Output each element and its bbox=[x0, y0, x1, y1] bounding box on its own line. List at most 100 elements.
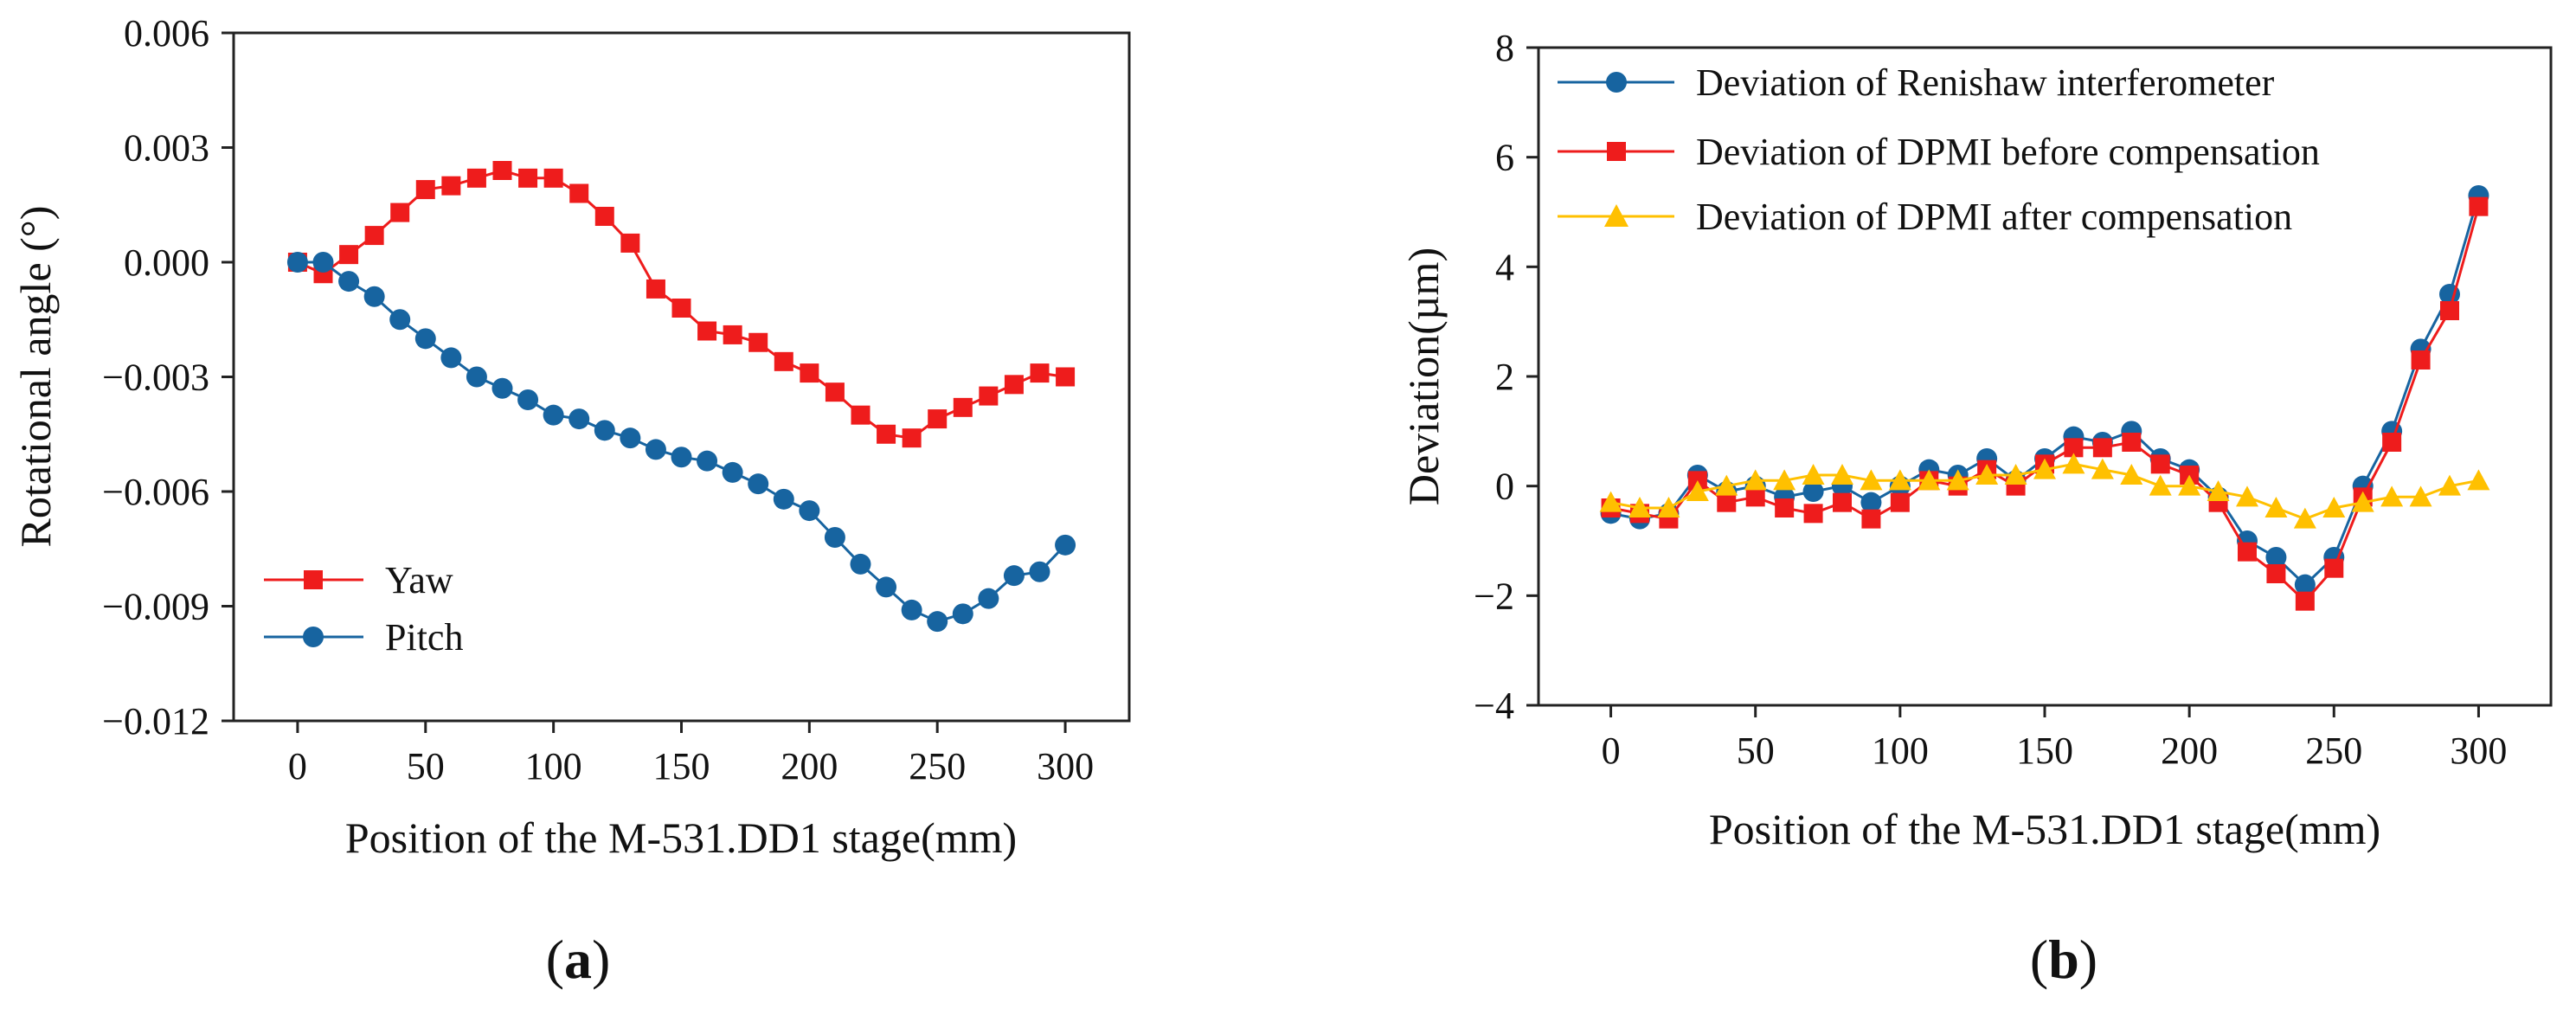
data-point-yaw bbox=[1056, 367, 1076, 387]
data-point-deviation-of-dpmi-after-compensation bbox=[2062, 453, 2085, 474]
data-point-deviation-of-dpmi-after-compensation bbox=[1628, 497, 1651, 517]
data-point-pitch bbox=[414, 328, 436, 350]
data-point-deviation-of-dpmi-after-compensation bbox=[1686, 480, 1709, 501]
data-point-deviation-of-dpmi-after-compensation bbox=[1888, 469, 1911, 491]
legend-label-yaw: Yaw bbox=[385, 559, 453, 601]
panel-a-y-tick-labels: −0.012 −0.009 −0.006 −0.003 0.000 0.003 … bbox=[102, 12, 209, 742]
data-point-deviation-of-dpmi-before-compensation bbox=[1861, 509, 1881, 529]
panel-b-y-axis-title: Deviation(µm) bbox=[1399, 247, 1448, 505]
data-point-pitch bbox=[773, 488, 794, 510]
data-point-deviation-of-dpmi-after-compensation bbox=[1918, 469, 1941, 491]
panel-b-x-tick-label: 200 bbox=[2161, 730, 2218, 772]
data-point-deviation-of-renishaw-interferometer bbox=[2265, 547, 2287, 568]
data-point-yaw bbox=[800, 363, 819, 383]
panel-b-x-tick-label: 50 bbox=[1737, 730, 1775, 772]
data-point-pitch bbox=[927, 611, 948, 633]
panel-b-legend: Deviation of Renishaw interferometer Dev… bbox=[1558, 61, 2320, 238]
panel-b-y-tick-label: 2 bbox=[1495, 356, 1514, 398]
data-point-pitch bbox=[440, 347, 462, 369]
data-point-deviation-of-dpmi-before-compensation bbox=[2440, 301, 2459, 320]
data-point-deviation-of-dpmi-after-compensation bbox=[1657, 497, 1680, 517]
data-point-pitch bbox=[1055, 534, 1076, 556]
data-point-pitch bbox=[389, 309, 411, 331]
data-point-deviation-of-dpmi-after-compensation bbox=[2293, 507, 2316, 529]
panel-a-x-tick-label: 150 bbox=[653, 745, 710, 787]
data-point-deviation-of-dpmi-before-compensation bbox=[2382, 433, 2402, 452]
data-point-deviation-of-dpmi-before-compensation bbox=[2469, 196, 2489, 216]
data-point-deviation-of-dpmi-before-compensation bbox=[1833, 492, 1852, 512]
data-point-deviation-of-dpmi-before-compensation bbox=[1775, 498, 1795, 517]
panel-b-y-tick-label: −2 bbox=[1474, 575, 1514, 617]
data-point-deviation-of-dpmi-after-compensation bbox=[1860, 469, 1883, 491]
data-point-deviation-of-dpmi-after-compensation bbox=[2467, 469, 2490, 491]
data-point-pitch bbox=[491, 377, 513, 399]
data-point-deviation-of-renishaw-interferometer bbox=[1860, 492, 1882, 513]
data-point-deviation-of-dpmi-after-compensation bbox=[2380, 485, 2404, 507]
panel-a-x-axis-title: Position of the M-531.DD1 stage(mm) bbox=[345, 813, 1017, 862]
panel-b-x-tick-labels: 0 50 100 150 200 250 300 bbox=[1602, 730, 2508, 772]
data-point-pitch bbox=[569, 408, 590, 430]
panel-a-x-tick-label: 100 bbox=[525, 745, 582, 787]
data-point-pitch bbox=[876, 576, 897, 598]
data-point-yaw bbox=[774, 351, 793, 371]
data-point-deviation-of-dpmi-after-compensation bbox=[2033, 458, 2056, 479]
data-point-deviation-of-dpmi-after-compensation bbox=[1715, 474, 1738, 496]
panel-a-legend-entry-pitch: Pitch bbox=[264, 616, 463, 659]
legend-marker-circle bbox=[1606, 72, 1627, 93]
series-line-deviation-of-renishaw-interferometer bbox=[1610, 195, 2480, 587]
data-point-deviation-of-dpmi-after-compensation bbox=[1802, 464, 1825, 485]
panel-b-x-tick-label: 100 bbox=[1872, 730, 1929, 772]
data-point-pitch bbox=[645, 439, 666, 460]
data-point-yaw bbox=[441, 176, 461, 196]
data-point-deviation-of-dpmi-after-compensation bbox=[2091, 458, 2114, 479]
series-line-deviation-of-dpmi-before-compensation bbox=[1610, 206, 2480, 603]
panel-b-y-tick-label: 0 bbox=[1495, 466, 1514, 508]
data-point-yaw bbox=[543, 168, 563, 188]
data-point-deviation-of-dpmi-after-compensation bbox=[1599, 491, 1622, 512]
data-point-deviation-of-dpmi-before-compensation bbox=[2238, 542, 2257, 562]
panel-a-y-tick-label: 0.006 bbox=[124, 12, 209, 55]
data-point-deviation-of-dpmi-after-compensation bbox=[2351, 491, 2374, 512]
panel-a-x-tick-label: 50 bbox=[407, 745, 445, 787]
panel-a-y-axis-title: Rotational angle (°) bbox=[11, 206, 60, 548]
panel-b-x-tick-label: 250 bbox=[2305, 730, 2362, 772]
data-point-deviation-of-dpmi-after-compensation bbox=[2004, 464, 2027, 485]
data-point-deviation-of-dpmi-before-compensation bbox=[2411, 350, 2431, 370]
data-point-yaw bbox=[1030, 363, 1050, 383]
data-point-deviation-of-dpmi-after-compensation bbox=[1975, 464, 1999, 485]
data-point-yaw bbox=[620, 233, 640, 253]
data-point-yaw bbox=[594, 207, 614, 226]
data-point-pitch bbox=[952, 603, 973, 625]
panel-a-label: (a) bbox=[546, 929, 611, 990]
data-point-deviation-of-dpmi-after-compensation bbox=[2178, 474, 2201, 496]
data-point-deviation-of-dpmi-before-compensation bbox=[1717, 492, 1737, 512]
panel-b-x-axis-title: Position of the M-531.DD1 stage(mm) bbox=[1709, 805, 2380, 853]
data-point-pitch bbox=[978, 588, 999, 609]
data-point-pitch bbox=[338, 271, 360, 292]
data-point-deviation-of-dpmi-after-compensation bbox=[2322, 497, 2346, 517]
panel-a-x-tick-label: 250 bbox=[909, 745, 966, 787]
data-point-deviation-of-dpmi-after-compensation bbox=[2149, 474, 2172, 496]
panel-b-x-tick-label: 300 bbox=[2450, 730, 2507, 772]
data-point-deviation-of-dpmi-after-compensation bbox=[2207, 480, 2230, 501]
data-point-pitch bbox=[286, 252, 308, 273]
legend-marker-square bbox=[1607, 142, 1626, 161]
panel-a-x-tick-label: 200 bbox=[781, 745, 838, 787]
legend-marker-triangle bbox=[1604, 204, 1628, 227]
data-point-deviation-of-dpmi-after-compensation bbox=[2236, 485, 2258, 507]
data-point-pitch bbox=[594, 420, 615, 441]
data-point-deviation-of-dpmi-before-compensation bbox=[1745, 487, 1765, 507]
data-point-yaw bbox=[748, 332, 768, 352]
data-point-pitch bbox=[722, 461, 743, 483]
panel-b-ticks bbox=[1526, 46, 2480, 717]
panel-b-x-tick-label: 150 bbox=[2016, 730, 2073, 772]
data-point-pitch bbox=[748, 473, 769, 495]
data-point-deviation-of-dpmi-after-compensation bbox=[1946, 469, 1969, 491]
data-point-yaw bbox=[569, 183, 589, 203]
legend-marker-square bbox=[304, 570, 323, 589]
data-point-deviation-of-dpmi-before-compensation bbox=[2266, 564, 2286, 583]
data-point-yaw bbox=[851, 405, 870, 425]
panel-b-y-tick-labels: −4 −2 0 2 4 6 8 bbox=[1474, 27, 1514, 727]
data-point-pitch bbox=[363, 286, 385, 307]
